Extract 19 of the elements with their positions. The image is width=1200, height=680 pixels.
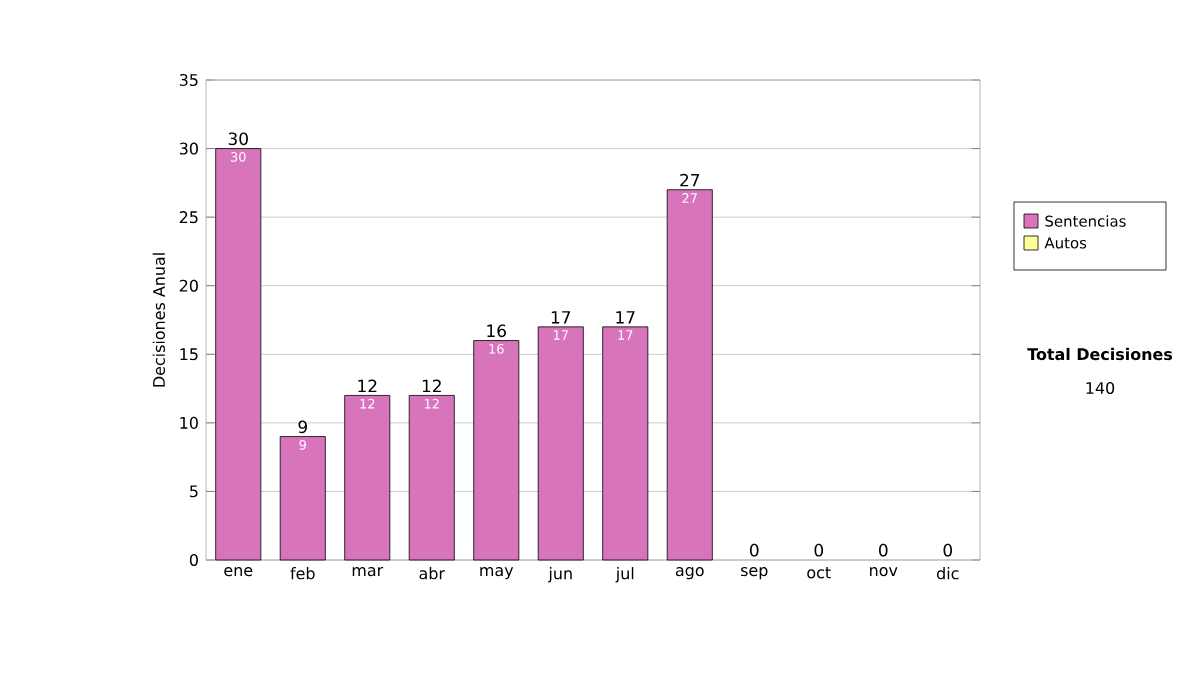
bar	[537, 326, 584, 561]
bar	[279, 436, 326, 561]
total-label: 17	[551, 311, 571, 324]
bar	[408, 395, 455, 561]
total-label: 0	[750, 543, 759, 557]
total-label: 27	[680, 173, 700, 187]
total-label: 16	[487, 324, 506, 338]
total-label: 12	[422, 379, 441, 393]
total-label: 17	[616, 311, 635, 324]
total-label: 0	[943, 543, 953, 557]
bar	[666, 189, 713, 561]
bar	[473, 340, 520, 561]
total-label: 12	[358, 379, 377, 393]
bar	[344, 395, 391, 561]
total-label: 9	[298, 420, 307, 434]
total-label: 0	[814, 543, 824, 557]
total-label: 30	[228, 132, 248, 146]
total-label: 0	[879, 543, 888, 557]
bar	[602, 326, 649, 561]
